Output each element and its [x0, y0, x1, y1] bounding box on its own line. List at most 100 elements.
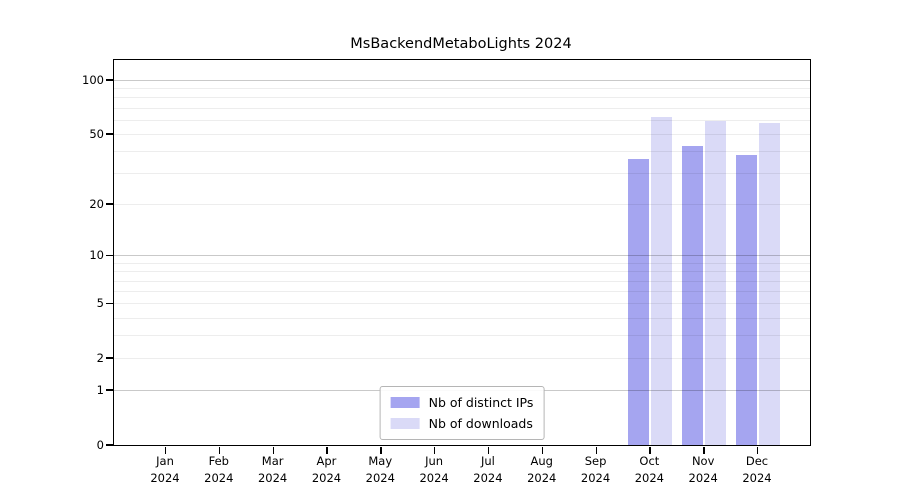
x-tick-mark	[380, 446, 382, 454]
x-tick-label: May 2024	[350, 453, 410, 487]
x-tick-month: Dec	[745, 454, 769, 468]
legend-label: Nb of downloads	[428, 416, 533, 431]
x-tick-label: Apr 2024	[296, 453, 356, 487]
x-tick-mark	[487, 446, 490, 454]
gridline-minor	[114, 262, 810, 264]
x-tick-year: 2024	[419, 471, 449, 485]
y-tick-label: 2	[96, 351, 104, 366]
x-tick-mark	[434, 446, 436, 454]
x-tick-year: 2024	[311, 471, 342, 485]
legend-row: Nb of distinct IPs	[390, 394, 534, 411]
x-tick-month: Jul	[480, 454, 495, 468]
gridline-minor	[114, 204, 810, 206]
legend-row: Nb of downloads	[390, 415, 534, 432]
gridline-minor	[114, 291, 810, 293]
x-tick-label: Mar 2024	[243, 453, 303, 487]
x-tick-label: Jun 2024	[404, 453, 464, 487]
x-tick-year: 2024	[204, 471, 234, 485]
y-tick-mark	[106, 357, 113, 359]
legend: Nb of distinct IPs Nb of downloads	[379, 386, 545, 440]
x-tick-mark	[649, 446, 651, 454]
x-tick-label: Jan 2024	[135, 453, 195, 487]
x-tick-month: Nov	[691, 454, 715, 468]
chart-title: MsBackendMetaboLights 2024	[350, 36, 572, 52]
x-tick-mark	[595, 446, 597, 454]
y-tick-label: 20	[89, 197, 104, 212]
x-tick-year: 2024	[527, 471, 557, 485]
x-tick-mark	[165, 446, 167, 454]
gridline-minor	[114, 335, 810, 337]
gridline-minor	[114, 97, 810, 99]
x-tick-mark	[757, 446, 759, 454]
bar-distinct-ips	[628, 159, 650, 445]
x-tick-month: Sep	[584, 454, 607, 468]
gridline-minor	[114, 151, 810, 153]
x-tick-mark	[326, 446, 328, 454]
y-tick-label: 1	[96, 383, 104, 398]
bar-distinct-ips	[682, 145, 704, 445]
plot-area: Nb of distinct IPs Nb of downloads	[113, 59, 811, 446]
gridline-minor	[114, 317, 810, 319]
gridline-decade	[114, 79, 810, 81]
y-tick-label: 0	[96, 438, 104, 452]
x-tick-month: Jun	[425, 454, 444, 468]
bar-downloads	[705, 121, 727, 445]
x-tick-label: Jul 2024	[458, 453, 518, 487]
y-tick-label: 100	[82, 72, 104, 87]
x-tick-mark	[272, 446, 275, 454]
gridline-minor	[114, 119, 810, 121]
x-tick-label: Oct 2024	[619, 453, 679, 487]
bars-layer	[114, 60, 810, 445]
y-tick-mark	[106, 444, 113, 446]
x-tick-month: Apr	[316, 454, 337, 468]
x-tick-year: 2024	[257, 471, 288, 485]
gridline-decade	[114, 255, 810, 257]
legend-label: Nb of distinct IPs	[428, 395, 534, 410]
legend-swatch	[390, 418, 420, 429]
y-tick-mark	[106, 389, 113, 391]
x-tick-year: 2024	[150, 471, 180, 485]
gridline-minor	[114, 88, 810, 90]
y-tick-mark	[106, 302, 113, 304]
gridline-minor	[114, 358, 810, 360]
x-tick-year: 2024	[634, 471, 664, 485]
x-tick-month: May	[368, 454, 393, 468]
grid-layer	[114, 60, 810, 445]
x-tick-label: Dec 2024	[727, 453, 787, 487]
y-tick-mark	[106, 79, 113, 81]
x-tick-label: Nov 2024	[673, 453, 733, 487]
gridline-minor	[114, 271, 810, 273]
y-tick-mark	[106, 133, 113, 135]
gridline-minor	[114, 134, 810, 135]
y-tick-mark	[106, 254, 113, 257]
y-tick-label: 5	[96, 296, 104, 311]
y-tick-label: 10	[89, 248, 104, 263]
x-tick-month: Jan	[156, 454, 174, 468]
gridline-minor	[114, 107, 810, 109]
x-tick-year: 2024	[365, 471, 395, 485]
x-tick-label: Feb 2024	[189, 453, 249, 487]
x-tick-label: Aug 2024	[512, 453, 572, 487]
x-tick-month: Aug	[530, 454, 553, 468]
bar-distinct-ips	[736, 155, 757, 445]
y-tick-label: 50	[89, 127, 104, 141]
y-tick-mark	[106, 203, 113, 205]
x-tick-month: Mar	[261, 454, 284, 468]
gridline-minor	[114, 173, 810, 175]
x-tick-label: Sep 2024	[566, 453, 626, 487]
x-tick-mark	[218, 446, 221, 454]
legend-swatch	[390, 397, 420, 408]
x-tick-year: 2024	[473, 471, 503, 485]
x-tick-month: Feb	[208, 454, 229, 468]
gridline-minor	[114, 280, 810, 282]
x-tick-year: 2024	[688, 471, 718, 485]
x-tick-mark	[541, 446, 544, 454]
bar-downloads	[651, 117, 673, 445]
gridline-minor	[114, 303, 810, 305]
bar-downloads	[759, 122, 780, 445]
x-tick-mark	[703, 446, 705, 454]
x-tick-month: Oct	[639, 454, 660, 468]
x-tick-year: 2024	[580, 471, 611, 485]
x-tick-year: 2024	[742, 471, 772, 485]
